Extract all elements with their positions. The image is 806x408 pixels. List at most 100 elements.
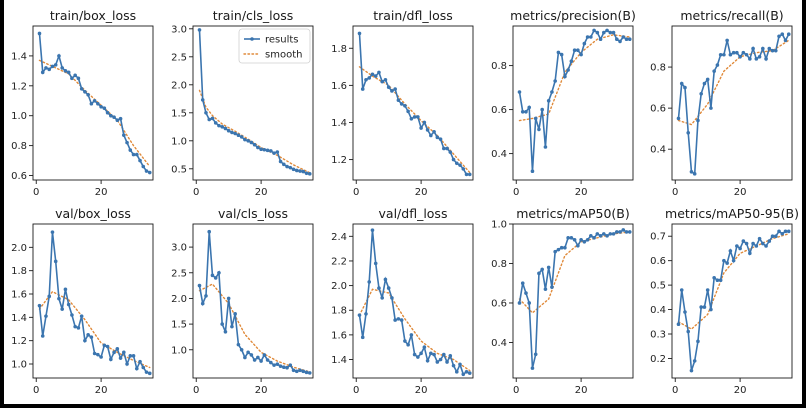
panel-title: train/dfl_loss bbox=[373, 8, 453, 23]
results-point bbox=[425, 358, 430, 363]
results-point bbox=[89, 335, 94, 339]
results-point bbox=[611, 232, 616, 236]
panel-title: train/cls_loss bbox=[213, 8, 294, 23]
results-point bbox=[786, 32, 791, 37]
y-tick-label: 0.4 bbox=[650, 305, 666, 316]
results-point bbox=[396, 98, 401, 103]
results-point bbox=[679, 288, 684, 292]
x-tick-label: 20 bbox=[734, 385, 747, 396]
results-point bbox=[357, 313, 362, 317]
results-point bbox=[524, 291, 528, 295]
results-point bbox=[243, 355, 247, 360]
results-point bbox=[53, 259, 58, 264]
results-point bbox=[572, 237, 577, 242]
results-point bbox=[141, 164, 146, 169]
results-point bbox=[147, 371, 152, 376]
y-tick-label: 2.0 bbox=[331, 281, 347, 292]
results-point bbox=[738, 246, 742, 251]
results-point bbox=[712, 275, 716, 280]
results-point bbox=[569, 59, 574, 63]
results-point bbox=[705, 77, 710, 82]
results-point bbox=[448, 150, 453, 154]
y-tick-label: 0.7 bbox=[650, 232, 666, 243]
results-point bbox=[262, 147, 267, 152]
results-point bbox=[585, 35, 590, 39]
y-tick-label: 0.6 bbox=[11, 171, 27, 182]
results-point bbox=[676, 116, 681, 121]
results-point bbox=[527, 301, 532, 305]
chart-panel: metrics/mAP50-95(B) 0 20 0.2 0.3 0.4 0.5 0.6 0.7 bbox=[650, 206, 799, 396]
y-tick-label: 2.0 bbox=[11, 243, 27, 254]
y-tick-label: 3.0 bbox=[171, 24, 187, 35]
results-point bbox=[569, 236, 574, 240]
panel-title: val/cls_loss bbox=[218, 206, 288, 221]
chart-panel: train/dfl_loss 0 20 1.2 1.4 1.6 1.8 bbox=[331, 8, 474, 198]
panel-title: metrics/mAP50-95(B) bbox=[665, 206, 799, 221]
panel-title: val/dfl_loss bbox=[379, 206, 448, 221]
y-tick-label: 0.5 bbox=[650, 281, 666, 292]
results-point bbox=[728, 52, 733, 57]
results-point bbox=[60, 66, 64, 70]
smooth-line bbox=[358, 66, 471, 174]
results-point bbox=[200, 301, 205, 306]
results-point bbox=[530, 366, 535, 370]
results-point bbox=[621, 35, 626, 39]
y-tick-label: 0.3 bbox=[650, 330, 666, 341]
results-point bbox=[60, 307, 64, 311]
y-tick-label: 2.4 bbox=[331, 232, 347, 243]
results-point bbox=[83, 89, 87, 94]
results-point bbox=[435, 360, 440, 364]
results-point bbox=[285, 164, 289, 169]
results-point bbox=[256, 145, 260, 150]
results-point bbox=[764, 244, 768, 248]
y-tick-label: 1.6 bbox=[11, 290, 27, 301]
results-point bbox=[386, 85, 391, 90]
y-tick-label: 1.6 bbox=[331, 81, 347, 92]
results-point bbox=[585, 237, 590, 242]
results-point bbox=[393, 87, 397, 91]
results-point bbox=[692, 359, 697, 363]
results-point bbox=[689, 368, 694, 373]
y-tick-label: 0.8 bbox=[491, 259, 507, 270]
results-point bbox=[63, 287, 68, 292]
results-point bbox=[301, 169, 306, 174]
results-point bbox=[624, 37, 629, 41]
results-point bbox=[291, 167, 296, 172]
results-point bbox=[543, 287, 548, 291]
axes-frame bbox=[192, 223, 314, 379]
smooth-line bbox=[38, 290, 151, 369]
results-point bbox=[559, 52, 564, 57]
results-point bbox=[686, 329, 691, 334]
panel-title: val/box_loss bbox=[55, 206, 131, 221]
results-point bbox=[416, 115, 420, 119]
results-point bbox=[406, 109, 410, 114]
results-point bbox=[546, 265, 551, 270]
results-point bbox=[608, 30, 613, 35]
results-point bbox=[37, 31, 42, 36]
results-point bbox=[627, 37, 632, 41]
results-point bbox=[220, 125, 224, 129]
results-point bbox=[89, 101, 94, 106]
results-point bbox=[582, 41, 587, 46]
results-point bbox=[412, 115, 417, 119]
results-point bbox=[233, 131, 237, 136]
results-point bbox=[454, 161, 459, 166]
results-point bbox=[751, 46, 755, 51]
results-point bbox=[579, 52, 583, 57]
y-tick-label: 0.8 bbox=[650, 63, 666, 74]
results-point bbox=[709, 307, 713, 312]
x-tick-label: 20 bbox=[575, 187, 588, 198]
results-point bbox=[517, 301, 522, 305]
results-point bbox=[115, 347, 120, 351]
y-tick-label: 1.2 bbox=[11, 81, 27, 92]
results-point bbox=[288, 363, 293, 367]
results-point bbox=[243, 137, 247, 142]
results-point bbox=[699, 305, 703, 309]
results-point bbox=[298, 368, 302, 373]
results-point bbox=[550, 285, 554, 289]
results-point bbox=[399, 318, 404, 322]
results-point bbox=[275, 362, 280, 366]
y-tick-label: 0.2 bbox=[650, 354, 666, 365]
results-point bbox=[705, 288, 710, 292]
x-tick-label: 20 bbox=[255, 385, 268, 396]
